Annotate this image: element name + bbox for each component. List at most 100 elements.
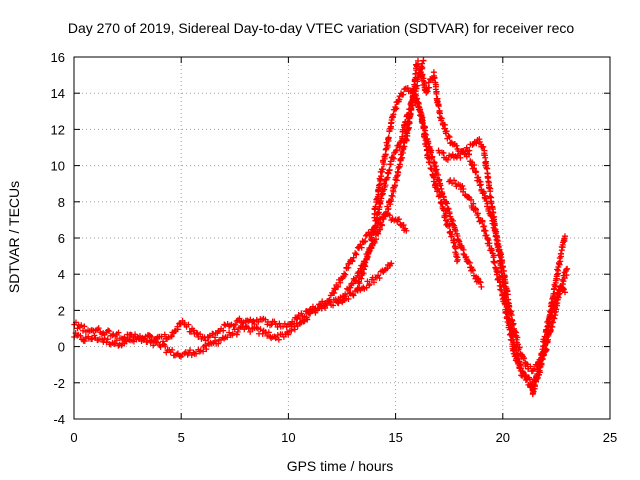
data-point bbox=[454, 256, 461, 263]
data-point bbox=[361, 262, 368, 269]
data-point bbox=[417, 106, 424, 113]
data-point bbox=[498, 287, 505, 294]
y-tick-label: 12 bbox=[51, 122, 65, 137]
data-point bbox=[372, 226, 379, 233]
data-point bbox=[232, 321, 239, 328]
y-tick-label: 8 bbox=[58, 195, 65, 210]
data-point bbox=[334, 283, 341, 290]
data-point bbox=[388, 260, 395, 267]
data-point bbox=[78, 322, 85, 329]
data-point bbox=[247, 328, 254, 335]
data-point bbox=[362, 232, 369, 239]
data-point bbox=[384, 142, 391, 149]
data-point bbox=[342, 292, 349, 299]
data-point bbox=[530, 388, 537, 395]
data-point bbox=[341, 270, 348, 277]
data-point bbox=[381, 211, 388, 218]
data-point bbox=[115, 329, 122, 336]
data-point bbox=[382, 151, 389, 158]
x-tick-label: 15 bbox=[388, 430, 402, 445]
data-point bbox=[215, 340, 222, 347]
data-point bbox=[349, 257, 356, 264]
data-point bbox=[553, 271, 560, 278]
data-point bbox=[367, 245, 374, 252]
data-point bbox=[148, 334, 155, 341]
data-point bbox=[375, 184, 382, 191]
y-tick-label: 10 bbox=[51, 159, 65, 174]
data-point bbox=[561, 275, 568, 282]
data-point bbox=[424, 151, 431, 158]
data-point bbox=[161, 331, 168, 338]
data-point bbox=[404, 133, 411, 140]
data-point bbox=[477, 279, 484, 286]
data-point bbox=[186, 347, 193, 354]
data-point bbox=[444, 200, 451, 207]
x-axis-label: GPS time / hours bbox=[287, 458, 394, 474]
data-point bbox=[392, 106, 399, 113]
data-point bbox=[314, 305, 321, 312]
data-point bbox=[453, 251, 460, 258]
data-point bbox=[542, 336, 549, 343]
data-point bbox=[534, 373, 541, 380]
data-point bbox=[371, 206, 378, 213]
data-point bbox=[403, 227, 410, 234]
data-point bbox=[406, 113, 413, 120]
data-point bbox=[410, 86, 417, 93]
data-point bbox=[439, 190, 446, 197]
data-point bbox=[558, 250, 565, 257]
data-point bbox=[490, 252, 497, 259]
data-point bbox=[475, 214, 482, 221]
data-point bbox=[527, 363, 534, 370]
data-point bbox=[422, 127, 429, 134]
y-tick-label: 2 bbox=[58, 303, 65, 318]
data-point bbox=[106, 328, 113, 335]
x-tick-label: 20 bbox=[496, 430, 510, 445]
data-point bbox=[457, 154, 464, 161]
data-point bbox=[500, 295, 507, 302]
data-point bbox=[381, 186, 388, 193]
data-point bbox=[477, 181, 484, 188]
data-point bbox=[431, 174, 438, 181]
chart-title: Day 270 of 2019, Sidereal Day-to-day VTE… bbox=[68, 20, 574, 36]
data-point bbox=[394, 216, 401, 223]
data-point bbox=[276, 320, 283, 327]
data-point bbox=[350, 254, 357, 261]
data-point bbox=[459, 182, 466, 189]
data-point bbox=[400, 222, 407, 229]
x-tick-label: 10 bbox=[281, 430, 295, 445]
data-point bbox=[193, 350, 200, 357]
data-point bbox=[535, 363, 542, 370]
data-point bbox=[438, 115, 445, 122]
data-point bbox=[112, 340, 119, 347]
data-point bbox=[342, 271, 349, 278]
data-point bbox=[229, 330, 236, 337]
data-point bbox=[393, 105, 400, 112]
data-point bbox=[77, 332, 84, 339]
data-point bbox=[257, 326, 264, 333]
data-point bbox=[422, 131, 429, 138]
data-point bbox=[485, 237, 492, 244]
data-point bbox=[265, 329, 272, 336]
data-point bbox=[469, 267, 476, 274]
data-point bbox=[350, 292, 357, 299]
data-point bbox=[429, 153, 436, 160]
data-point bbox=[378, 221, 385, 228]
data-point bbox=[275, 336, 282, 343]
data-point bbox=[399, 135, 406, 142]
data-point bbox=[331, 285, 338, 292]
data-point bbox=[253, 324, 260, 331]
data-point bbox=[291, 320, 298, 327]
data-point bbox=[113, 337, 120, 344]
data-point bbox=[122, 336, 129, 343]
data-point bbox=[513, 355, 520, 362]
data-point bbox=[479, 218, 486, 225]
data-point bbox=[564, 265, 571, 272]
data-point bbox=[520, 355, 527, 362]
data-point bbox=[384, 174, 391, 181]
data-point bbox=[391, 182, 398, 189]
data-point bbox=[379, 166, 386, 173]
data-point bbox=[366, 281, 373, 288]
data-point bbox=[221, 335, 228, 342]
data-point bbox=[502, 301, 509, 308]
